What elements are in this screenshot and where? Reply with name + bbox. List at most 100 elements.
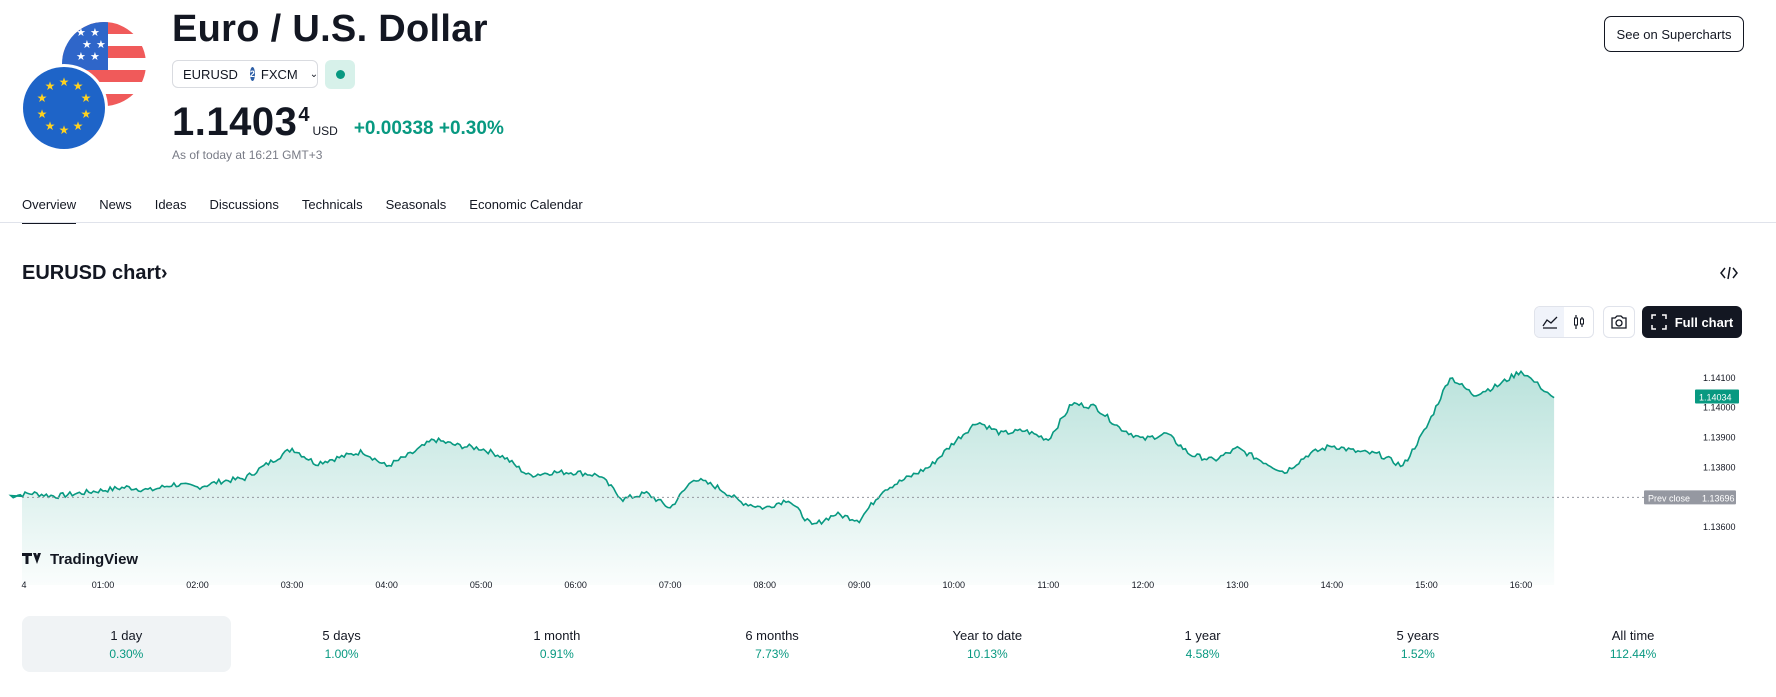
eu-flag-icon [23,67,105,149]
period-1-month[interactable]: 1 month 0.91% [453,616,662,672]
period-change: 1.52% [1400,646,1435,661]
snapshot-button[interactable] [1603,306,1635,338]
period-change: 112.44% [1609,646,1657,661]
exchange-label: FXCM [260,66,298,82]
prev-close-value: 1.13696 [1702,493,1735,503]
svg-text:★: ★ [59,75,70,89]
period-all-time[interactable]: All time 112.44% [1529,616,1738,672]
divider [0,222,1776,223]
x-tick-label: 10:00 [943,580,966,590]
tab-ideas[interactable]: Ideas [154,197,187,212]
area-chart-button[interactable] [1535,307,1564,337]
camera-icon [1611,315,1627,329]
y-tick-label: 1.13800 [1703,462,1736,472]
x-tick-label: 14:00 [1321,580,1344,590]
period-label: 1 month [533,627,581,643]
market-status-indicator[interactable] [325,60,355,89]
svg-text:★: ★ [37,91,48,105]
tab-news[interactable]: News [99,197,132,212]
x-tick-label: 04:00 [375,580,398,590]
x-tick-label: 06:00 [564,580,587,590]
y-tick-label: 1.13900 [1703,433,1736,443]
svg-text:★: ★ [90,50,100,63]
period-label: 1 year [1184,627,1221,643]
price-timestamp: As of today at 16:21 GMT+3 [172,148,323,162]
x-tick-label: 15:00 [1415,580,1438,590]
full-chart-button[interactable]: Full chart [1642,306,1742,338]
us-flag-icon: ★ ★ ★ ★ ★ ★ [62,22,146,106]
price-fraction-digit: 4 [298,104,310,126]
candles-chart-button[interactable] [1564,307,1593,337]
svg-text:★: ★ [73,79,84,93]
period-label: 1 day [110,627,143,643]
price-row: 1.1403 4 USD +0.00338 +0.30% [172,100,504,144]
tab-overview[interactable]: Overview [22,197,77,224]
svg-text:★: ★ [90,26,100,39]
candles-icon [1573,315,1584,329]
period-1-year[interactable]: 1 year 4.58% [1098,616,1307,672]
chevron-down-icon: ⌄ [309,68,319,80]
price-chart[interactable]: Prev close 1.13696 1.14100 1.14000 1.13900 1.… [0,340,1776,600]
svg-text:★: ★ [82,38,92,51]
x-tick-label: 09:00 [848,580,871,590]
period-change: 7.73% [755,646,790,661]
chart-title-label: EURUSD chart [22,262,161,284]
price-change: +0.00338 +0.30% [353,118,504,139]
svg-text:★: ★ [96,38,106,51]
x-tick-label: 16:00 [1510,580,1533,590]
price-line [8,369,1555,526]
x-tick-label: 13:00 [1226,580,1249,590]
svg-text:★: ★ [45,79,56,93]
chart-style-toggle [1534,306,1594,338]
fullscreen-icon [1650,314,1667,330]
period-6-months[interactable]: 6 months 7.73% [668,616,877,672]
currency-pair-logo: ★ ★ ★ ★ ★ ★ ★ ★★ ★★★ ★★★ ★ [20,22,146,152]
tab-seasonals[interactable]: Seasonals [385,197,447,212]
tab-discussions[interactable]: Discussions [209,197,279,212]
period-1-day[interactable]: 1 day 0.30% [22,616,231,672]
period-change: 1.00% [324,646,359,661]
prev-close-badge [1644,490,1736,505]
tab-technicals[interactable]: Technicals [301,197,363,212]
page-title: Euro / U.S. Dollar [172,8,488,50]
symbol-selector[interactable]: EURUSD 2 FXCM ⌄ [172,60,318,88]
price-area-fill [10,371,1555,585]
svg-text:★: ★ [59,123,70,137]
symbol-label: EURUSD [183,66,238,82]
x-tick-label: 07:00 [659,580,682,590]
performance-periods: 1 day 0.30% 5 days 1.00% 1 month 0.91% 6 month… [22,616,1744,672]
x-tick-label: 11:00 [1037,580,1059,590]
x-tick-label: 03:00 [281,580,304,590]
period-5-years[interactable]: 5 years 1.52% [1314,616,1523,672]
period-label: 5 years [1396,627,1440,643]
x-tick-label: 01:00 [92,580,115,590]
chart-title-link[interactable]: EURUSD chart› [22,262,168,285]
tradingview-logo: TradingView [22,551,138,568]
embed-code-icon[interactable] [1720,264,1738,282]
period-year-to-date[interactable]: Year to date 10.13% [883,616,1092,672]
x-tick-label: 02:00 [186,580,209,590]
price-value: 1.1403 [172,100,298,144]
svg-text:★: ★ [73,119,84,133]
chevron-right-icon: › [160,262,168,284]
tradingview-icon [22,553,41,564]
period-change: 0.30% [109,646,144,661]
svg-text:★: ★ [45,119,56,133]
price-currency: USD [312,124,338,138]
section-tabs: Overview News Ideas Discussions Technicals Se… [22,197,606,224]
prev-close-label: Prev close [1648,493,1690,503]
period-label: Year to date [952,627,1023,643]
period-label: 5 days [322,627,361,643]
x-tick-label: 08:00 [753,580,776,590]
period-change: 4.58% [1185,646,1220,661]
status-dot-icon [335,70,345,79]
tab-economic-calendar[interactable]: Economic Calendar [469,197,583,212]
svg-text:★: ★ [81,107,92,121]
x-tick-label: 4 [21,580,26,590]
svg-text:★: ★ [76,50,86,63]
period-5-days[interactable]: 5 days 1.00% [237,616,446,672]
see-on-supercharts-button[interactable]: See on Supercharts [1604,16,1744,52]
x-tick-label: 05:00 [470,580,493,590]
period-change: 10.13% [966,646,1008,661]
last-price-badge [1695,389,1739,404]
